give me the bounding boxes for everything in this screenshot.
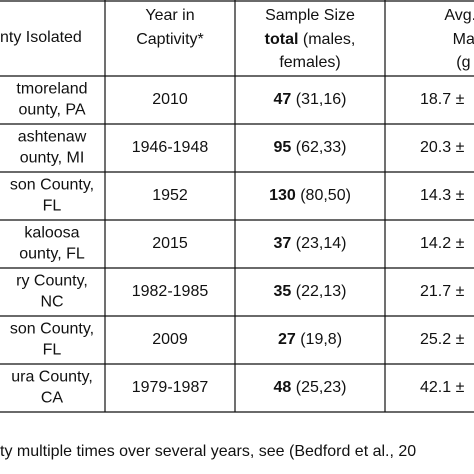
year-cell: 1982-1985 (132, 283, 209, 300)
header-cell: Year in (145, 7, 194, 24)
county-cell: tmoreland (16, 81, 87, 98)
county-cell: ounty, PA (19, 102, 86, 119)
sample-total: 48 (274, 379, 292, 396)
county-cell: FL (43, 198, 62, 215)
weight-cell: 14.3 ± (420, 187, 465, 204)
county-cell: CA (41, 390, 64, 407)
weight-cell: 18.7 ± (420, 91, 465, 108)
sample-total: 95 (274, 139, 292, 156)
header-cell: (g ± (456, 54, 474, 71)
sample-sexes: (25,23) (296, 379, 347, 396)
county-cell: kaloosa (24, 225, 79, 242)
weight-cell: 42.1 ± (420, 379, 465, 396)
county-cell: ry County, (16, 273, 88, 290)
sample-sexes: (80,50) (300, 187, 351, 204)
sample-total: 47 (274, 91, 292, 108)
county-cell: ura County, (11, 369, 93, 386)
sample-cell: 37 (23,14) (274, 235, 347, 252)
year-cell: 2010 (152, 91, 188, 108)
sample-cell: 35 (22,13) (274, 283, 347, 300)
sample-cell: 27 (19,8) (278, 331, 342, 348)
sample-sexes: (23,14) (296, 235, 347, 252)
grid (0, 0, 474, 412)
header-cell: total (males, (265, 31, 356, 48)
header-bold: total (265, 31, 299, 48)
sample-total: 37 (274, 235, 292, 252)
sample-cell: 95 (62,33) (274, 139, 347, 156)
county-cell: son County, (10, 177, 94, 194)
sample-cell: 48 (25,23) (274, 379, 347, 396)
weight-cell: 20.3 ± (420, 139, 465, 156)
sample-cell: 130 (80,50) (269, 187, 351, 204)
weight-cell: 21.7 ± (420, 283, 465, 300)
county-cell: ounty, MI (20, 150, 85, 167)
header-cell: females) (279, 54, 340, 71)
header-cell: nty Isolated (0, 29, 82, 46)
year-cell: 1946-1948 (132, 139, 209, 156)
sample-total: 27 (278, 331, 296, 348)
header-cell: Sample Size (265, 7, 355, 24)
sample-sexes: (19,8) (300, 331, 342, 348)
header-cell: Avg. W (444, 7, 474, 24)
sample-total: 130 (269, 187, 296, 204)
sample-cell: 47 (31,16) (274, 91, 347, 108)
year-cell: 2009 (152, 331, 188, 348)
county-cell: NC (40, 294, 63, 311)
county-cell: ashtenaw (18, 129, 87, 146)
sample-sexes: (62,33) (296, 139, 347, 156)
sample-total: 35 (274, 283, 292, 300)
county-cell: ounty, FL (19, 246, 85, 263)
county-cell: FL (43, 342, 62, 359)
weight-cell: 14.2 ± (420, 235, 465, 252)
weight-cell: 25.2 ± (420, 331, 465, 348)
sample-sexes: (22,13) (296, 283, 347, 300)
year-cell: 1979-1987 (132, 379, 209, 396)
year-cell: 2015 (152, 235, 188, 252)
footnote: ty multiple times over several years, se… (0, 443, 416, 460)
sample-sexes: (31,16) (296, 91, 347, 108)
county-cell: son County, (10, 321, 94, 338)
header-cell: Captivity* (136, 31, 204, 48)
year-cell: 1952 (152, 187, 188, 204)
header-cell: Male (453, 31, 474, 48)
header-text: (males, (303, 31, 355, 48)
